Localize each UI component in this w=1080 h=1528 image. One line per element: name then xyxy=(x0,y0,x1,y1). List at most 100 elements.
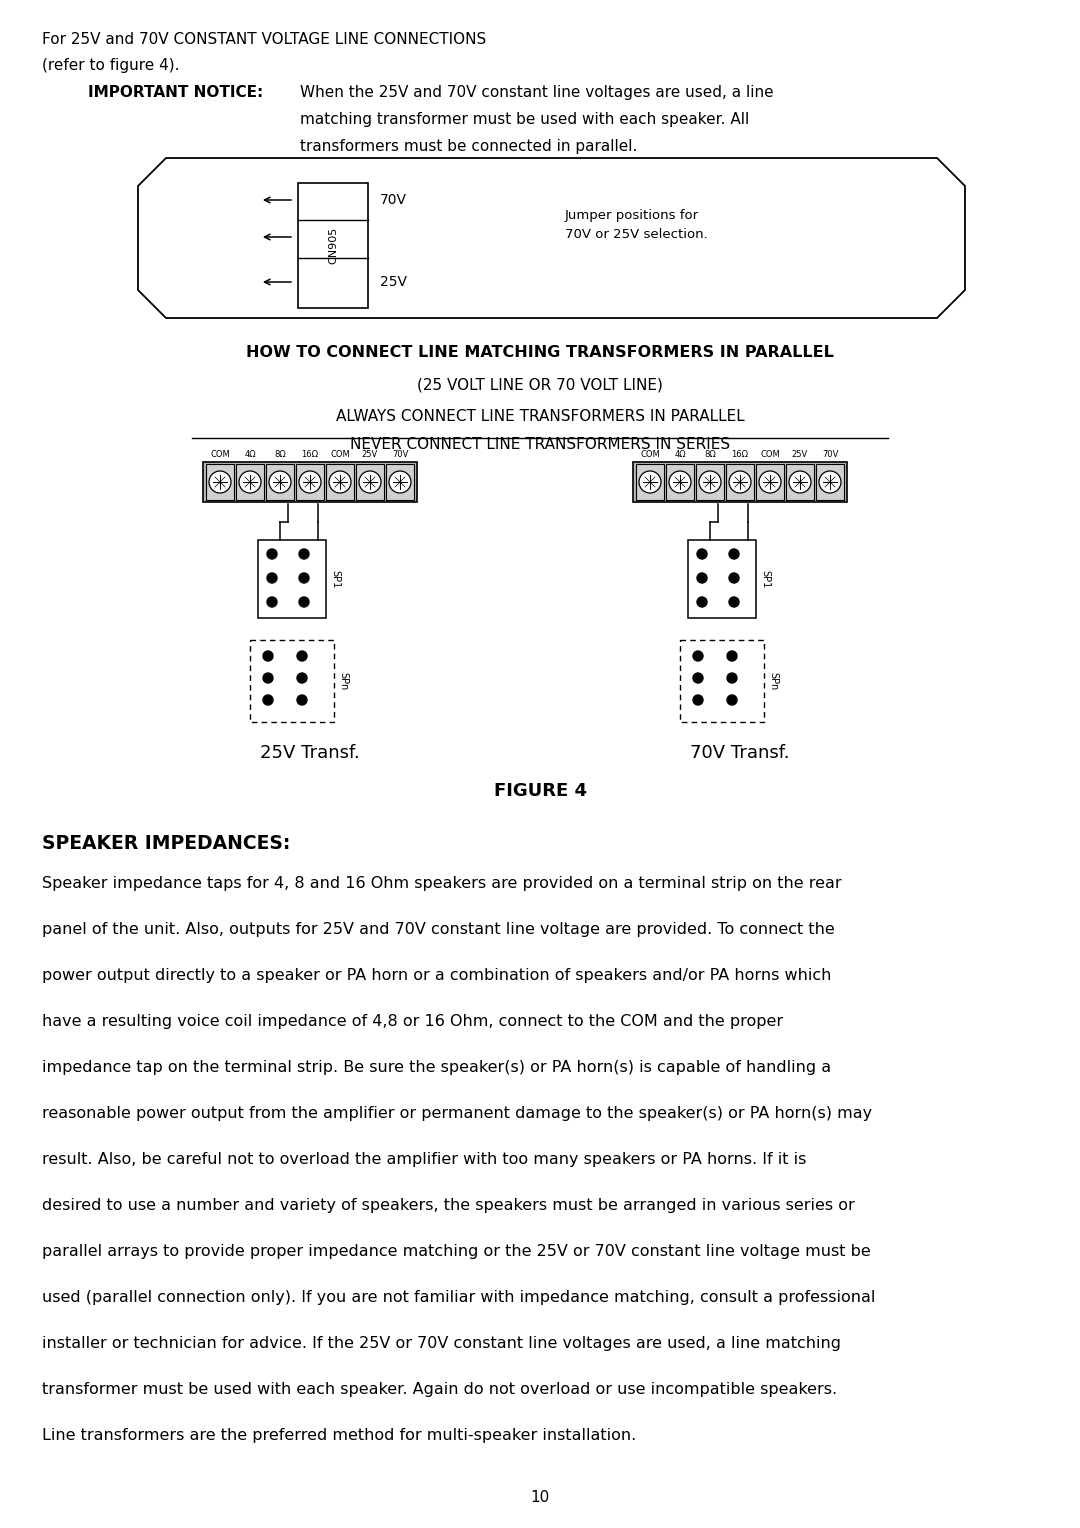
Text: parallel arrays to provide proper impedance matching or the 25V or 70V constant : parallel arrays to provide proper impeda… xyxy=(42,1244,870,1259)
Bar xyxy=(816,465,843,500)
Circle shape xyxy=(359,471,381,494)
Circle shape xyxy=(264,695,273,704)
Bar xyxy=(356,465,384,500)
Text: transformers must be connected in parallel.: transformers must be connected in parall… xyxy=(300,139,637,154)
Circle shape xyxy=(693,651,703,662)
Text: panel of the unit. Also, outputs for 25V and 70V constant line voltage are provi: panel of the unit. Also, outputs for 25V… xyxy=(42,921,835,937)
Text: (25 VOLT LINE OR 70 VOLT LINE): (25 VOLT LINE OR 70 VOLT LINE) xyxy=(417,377,663,393)
Circle shape xyxy=(264,651,273,662)
Bar xyxy=(666,465,694,500)
Bar xyxy=(237,465,264,500)
Bar xyxy=(786,465,814,500)
Text: 25V: 25V xyxy=(792,451,808,458)
Text: 8Ω: 8Ω xyxy=(274,451,286,458)
Bar xyxy=(726,465,754,500)
Text: result. Also, be careful not to overload the amplifier with too many speakers or: result. Also, be careful not to overload… xyxy=(42,1152,807,1167)
Text: matching transformer must be used with each speaker. All: matching transformer must be used with e… xyxy=(300,112,750,127)
Text: 70V: 70V xyxy=(380,193,407,206)
Bar xyxy=(203,461,417,503)
Text: SP1: SP1 xyxy=(330,570,340,588)
Circle shape xyxy=(329,471,351,494)
Circle shape xyxy=(697,549,707,559)
Circle shape xyxy=(727,672,737,683)
Text: 25V Transf.: 25V Transf. xyxy=(260,744,360,762)
Text: impedance tap on the terminal strip. Be sure the speaker(s) or PA horn(s) is cap: impedance tap on the terminal strip. Be … xyxy=(42,1060,832,1076)
Circle shape xyxy=(727,695,737,704)
Bar xyxy=(298,183,368,309)
Text: 25V: 25V xyxy=(380,275,407,289)
Circle shape xyxy=(210,471,231,494)
Text: When the 25V and 70V constant line voltages are used, a line: When the 25V and 70V constant line volta… xyxy=(300,86,773,99)
Text: For 25V and 70V CONSTANT VOLTAGE LINE CONNECTIONS: For 25V and 70V CONSTANT VOLTAGE LINE CO… xyxy=(42,32,486,47)
Circle shape xyxy=(269,471,291,494)
Circle shape xyxy=(729,597,739,607)
Text: Jumper positions for
70V or 25V selection.: Jumper positions for 70V or 25V selectio… xyxy=(565,208,707,241)
Text: 10: 10 xyxy=(530,1490,550,1505)
Bar xyxy=(296,465,324,500)
Circle shape xyxy=(239,471,261,494)
Circle shape xyxy=(727,651,737,662)
Text: SP1: SP1 xyxy=(760,570,770,588)
Circle shape xyxy=(789,471,811,494)
Bar xyxy=(696,465,724,500)
Text: 4Ω: 4Ω xyxy=(674,451,686,458)
Text: COM: COM xyxy=(330,451,350,458)
Text: 70V Transf.: 70V Transf. xyxy=(690,744,789,762)
Text: Line transformers are the preferred method for multi-speaker installation.: Line transformers are the preferred meth… xyxy=(42,1429,636,1442)
Circle shape xyxy=(297,672,307,683)
Text: 8Ω: 8Ω xyxy=(704,451,716,458)
Text: 70V: 70V xyxy=(822,451,838,458)
Circle shape xyxy=(759,471,781,494)
Bar xyxy=(266,465,294,500)
Circle shape xyxy=(729,549,739,559)
Text: reasonable power output from the amplifier or permanent damage to the speaker(s): reasonable power output from the amplifi… xyxy=(42,1106,873,1122)
Text: Speaker impedance taps for 4, 8 and 16 Ohm speakers are provided on a terminal s: Speaker impedance taps for 4, 8 and 16 O… xyxy=(42,876,841,891)
Text: ALWAYS CONNECT LINE TRANSFORMERS IN PARALLEL: ALWAYS CONNECT LINE TRANSFORMERS IN PARA… xyxy=(336,410,744,423)
Text: 25V: 25V xyxy=(362,451,378,458)
Circle shape xyxy=(299,597,309,607)
Text: desired to use a number and variety of speakers, the speakers must be arranged i: desired to use a number and variety of s… xyxy=(42,1198,854,1213)
Circle shape xyxy=(699,471,721,494)
Text: IMPORTANT NOTICE:: IMPORTANT NOTICE: xyxy=(87,86,264,99)
Bar xyxy=(258,539,326,617)
Circle shape xyxy=(693,672,703,683)
Bar xyxy=(688,539,756,617)
Circle shape xyxy=(299,573,309,584)
Text: COM: COM xyxy=(760,451,780,458)
Circle shape xyxy=(819,471,841,494)
Text: 4Ω: 4Ω xyxy=(244,451,256,458)
Text: FIGURE 4: FIGURE 4 xyxy=(494,782,586,801)
Text: transformer must be used with each speaker. Again do not overload or use incompa: transformer must be used with each speak… xyxy=(42,1381,837,1397)
Text: CN905: CN905 xyxy=(328,226,338,264)
Bar xyxy=(756,465,784,500)
Circle shape xyxy=(639,471,661,494)
Text: installer or technician for advice. If the 25V or 70V constant line voltages are: installer or technician for advice. If t… xyxy=(42,1335,841,1351)
Bar xyxy=(633,461,847,503)
Circle shape xyxy=(267,597,276,607)
Circle shape xyxy=(697,597,707,607)
Circle shape xyxy=(693,695,703,704)
Text: used (parallel connection only). If you are not familiar with impedance matching: used (parallel connection only). If you … xyxy=(42,1290,876,1305)
Bar xyxy=(680,640,764,723)
Text: 16Ω: 16Ω xyxy=(301,451,319,458)
Circle shape xyxy=(697,573,707,584)
Circle shape xyxy=(267,573,276,584)
Text: NEVER CONNECT LINE TRANSFORMERS IN SERIES: NEVER CONNECT LINE TRANSFORMERS IN SERIE… xyxy=(350,437,730,452)
Bar xyxy=(326,465,354,500)
Circle shape xyxy=(389,471,411,494)
Text: 16Ω: 16Ω xyxy=(731,451,748,458)
Bar xyxy=(206,465,234,500)
Text: power output directly to a speaker or PA horn or a combination of speakers and/o: power output directly to a speaker or PA… xyxy=(42,969,832,983)
Text: SPEAKER IMPEDANCES:: SPEAKER IMPEDANCES: xyxy=(42,834,291,853)
Circle shape xyxy=(299,471,321,494)
Text: (refer to figure 4).: (refer to figure 4). xyxy=(42,58,179,73)
Circle shape xyxy=(297,651,307,662)
Text: have a resulting voice coil impedance of 4,8 or 16 Ohm, connect to the COM and t: have a resulting voice coil impedance of… xyxy=(42,1015,783,1028)
Circle shape xyxy=(297,695,307,704)
Text: COM: COM xyxy=(211,451,230,458)
Text: HOW TO CONNECT LINE MATCHING TRANSFORMERS IN PARALLEL: HOW TO CONNECT LINE MATCHING TRANSFORMER… xyxy=(246,345,834,361)
Bar xyxy=(386,465,414,500)
Text: 70V: 70V xyxy=(392,451,408,458)
Bar xyxy=(249,640,334,723)
Text: SPn: SPn xyxy=(338,672,348,691)
